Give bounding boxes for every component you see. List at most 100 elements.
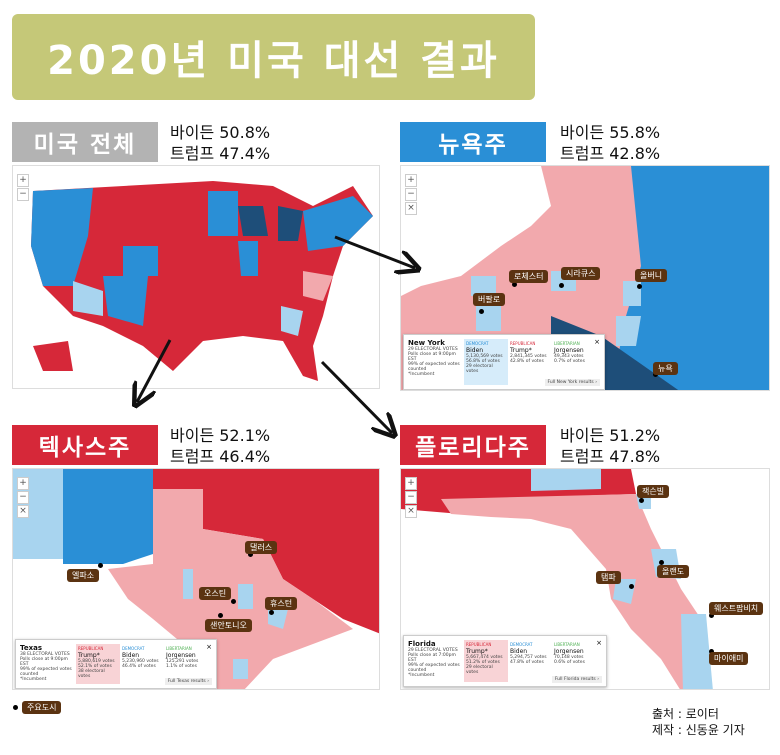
tx-map[interactable]: + − × 댈러스 엘파소 오스틴 휴스턴 샌안토니오 Texas 38 ELECTO…: [12, 468, 380, 690]
popup-polls: Polls close at 9:00pm EST: [20, 657, 68, 667]
votes: 5,667,474 votes: [466, 655, 503, 660]
popup-counted: 99% of expected votes counted: [20, 667, 72, 677]
city-dot: [709, 649, 714, 654]
us-map-shapes: [31, 181, 373, 381]
pct: 0.7% of votes: [554, 359, 585, 364]
ev: 29 electoral votes: [466, 364, 493, 374]
city-label: 댈러스: [245, 541, 278, 554]
city-label: 휴스턴: [265, 597, 298, 610]
zoom-out-button[interactable]: −: [17, 491, 29, 504]
close-icon[interactable]: ×: [594, 338, 600, 346]
arrow-to-fl: [320, 360, 392, 433]
candidate-name: Jorgensen: [166, 652, 196, 659]
fl-map[interactable]: + − × 잭슨빌 올랜도 탬파 웨스트팜비치 마이애미 Florida 29 ELE…: [400, 468, 770, 690]
zoom-in-button[interactable]: +: [405, 477, 417, 490]
city-label: 올버니: [635, 269, 668, 282]
zoom-controls: + − ×: [17, 477, 29, 519]
candidate: DEMOCRAT Biden 5,130,569 votes 56.8% of vot…: [464, 339, 508, 385]
trump-share: 트럼프 47.8%: [560, 447, 661, 466]
zoom-in-button[interactable]: +: [405, 174, 417, 187]
trump-share: 트럼프 47.4%: [170, 144, 271, 163]
city-dot: [659, 560, 664, 565]
author: 제작 : 신동윤 기자: [652, 723, 745, 737]
arrow-to-ny: [334, 235, 415, 268]
ny-map[interactable]: + − × 로체스터 시라큐스 올버니 버팔로 뉴욕 New York 29 ELEC…: [400, 165, 770, 391]
close-button[interactable]: ×: [17, 505, 29, 518]
pct: 51.2% of votes: [466, 660, 500, 665]
ny-stats: 바이든 55.8% 트럼프 42.8%: [560, 122, 660, 164]
city-dot: [637, 284, 642, 289]
city-dot: [479, 309, 484, 314]
zoom-out-button[interactable]: −: [17, 188, 29, 201]
candidate: LIBERTARIAN Jorgensen 49,343 votes 0.7% of …: [552, 339, 596, 385]
city-dot: [639, 498, 644, 503]
pct: 1.1% of votes: [166, 664, 197, 669]
city-label: 올랜도: [657, 565, 690, 578]
pct: 52.1% of votes: [78, 664, 112, 669]
page-title: 2020년 미국 대선 결과: [12, 14, 535, 100]
party: REPUBLICAN: [78, 646, 104, 651]
votes: 49,343 votes: [554, 354, 584, 359]
candidate: REPUBLICAN Trump* 5,880,619 votes 52.1% of …: [76, 644, 120, 684]
city-dot: [231, 599, 236, 604]
credits: 출처 : 로이터 제작 : 신동윤 기자: [652, 706, 745, 738]
popup-polls: Polls close at 7:00pm EST: [408, 653, 456, 663]
popup-counted: 99% of expected votes counted: [408, 362, 460, 372]
popup-ev: 29 ELECTORAL VOTES: [408, 648, 458, 653]
candidate: REPUBLICAN Trump* 5,667,474 votes 51.2% of …: [464, 640, 508, 682]
city-label: 시라큐스: [561, 267, 601, 280]
popup-ev: 29 ELECTORAL VOTES: [408, 347, 458, 352]
zoom-out-button[interactable]: −: [405, 491, 417, 504]
candidate-name: Biden: [466, 347, 484, 354]
city-dot: [98, 563, 103, 568]
votes: 125,291 votes: [166, 659, 199, 664]
city-dot: [629, 584, 634, 589]
city-label: 탬파: [596, 571, 621, 584]
zoom-controls: + − ×: [405, 477, 417, 519]
votes: 2,841,345 votes: [510, 354, 547, 359]
city-dot: [512, 282, 517, 287]
result-popup: New York 29 ELECTORAL VOTES Polls close at…: [403, 334, 605, 390]
zoom-in-button[interactable]: +: [17, 477, 29, 490]
popup-counted: 99% of expected votes counted: [408, 663, 460, 673]
full-results-button[interactable]: Full Florida results ›: [551, 676, 602, 683]
pct: 42.8% of votes: [510, 359, 544, 364]
city-label: 웨스트팜비치: [709, 602, 764, 615]
close-icon[interactable]: ×: [206, 643, 212, 651]
candidate-name: Jorgensen: [554, 648, 584, 655]
candidate-name: Trump*: [510, 347, 532, 354]
city-label: 로체스터: [509, 270, 549, 283]
full-results-button[interactable]: Full New York results ›: [544, 379, 600, 386]
city-label: 뉴욕: [653, 362, 678, 375]
candidate: DEMOCRAT Biden 5,294,757 votes 47.8% of vot…: [508, 640, 552, 682]
popup-incumbent: *Incumbent: [408, 372, 435, 377]
city-dot: [248, 552, 253, 557]
zoom-in-button[interactable]: +: [17, 174, 29, 187]
us-map[interactable]: + −: [12, 165, 380, 389]
ny-label: 뉴욕주: [400, 122, 546, 162]
ev: 29 electoral votes: [466, 665, 493, 675]
votes: 70,148 votes: [554, 655, 584, 660]
popup-state: New York: [408, 339, 445, 347]
candidate-name: Jorgensen: [554, 347, 584, 354]
biden-share: 바이든 55.8%: [560, 123, 661, 142]
pct: 47.8% of votes: [510, 660, 544, 665]
biden-share: 바이든 50.8%: [170, 123, 271, 142]
close-button[interactable]: ×: [405, 505, 417, 518]
candidate-name: Trump*: [78, 652, 100, 659]
city-label: 버팔로: [473, 293, 506, 306]
party: DEMOCRAT: [122, 646, 145, 651]
popup-ev: 38 ELECTORAL VOTES: [20, 652, 70, 657]
city-label: 마이애미: [709, 652, 749, 665]
close-button[interactable]: ×: [405, 202, 417, 215]
zoom-out-button[interactable]: −: [405, 188, 417, 201]
party: DEMOCRAT: [510, 642, 533, 647]
party: LIBERTARIAN: [554, 341, 580, 346]
city-label: 엘파소: [67, 569, 100, 582]
pct: 0.6% of votes: [554, 660, 585, 665]
party: LIBERTARIAN: [166, 646, 192, 651]
party: LIBERTARIAN: [554, 642, 580, 647]
close-icon[interactable]: ×: [596, 639, 602, 647]
full-results-button[interactable]: Full Texas results ›: [164, 678, 212, 685]
biden-share: 바이든 51.2%: [560, 426, 661, 445]
